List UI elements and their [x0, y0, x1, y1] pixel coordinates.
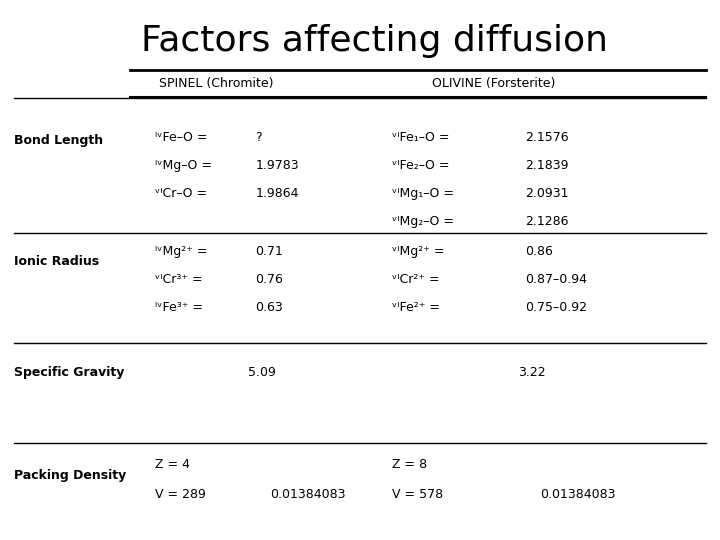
Text: ᴵᵛFe–O =: ᴵᵛFe–O =	[155, 131, 211, 144]
Text: 2.1286: 2.1286	[526, 215, 569, 228]
Text: 2.1839: 2.1839	[526, 159, 569, 172]
Text: 0.75–0.92: 0.75–0.92	[526, 301, 588, 314]
Text: 3.22: 3.22	[518, 366, 546, 379]
Text: ᵛᴵFe₂–O =: ᵛᴵFe₂–O =	[392, 159, 454, 172]
Text: Bond Length: Bond Length	[14, 134, 104, 147]
Text: 0.71: 0.71	[256, 245, 284, 258]
Text: 5.09: 5.09	[248, 366, 276, 379]
Text: V = 578: V = 578	[392, 488, 444, 501]
Text: ᵛᴵCr–O =: ᵛᴵCr–O =	[155, 187, 211, 200]
Text: Factors affecting diffusion: Factors affecting diffusion	[141, 24, 608, 58]
Text: ᵛᴵMg₂–O =: ᵛᴵMg₂–O =	[392, 215, 459, 228]
Text: ᴵᵛMg–O =: ᴵᵛMg–O =	[155, 159, 216, 172]
Text: OLIVINE (Forsterite): OLIVINE (Forsterite)	[431, 77, 555, 90]
Text: Z = 8: Z = 8	[392, 458, 428, 471]
Text: ᵛᴵCr²⁺ =: ᵛᴵCr²⁺ =	[392, 273, 444, 286]
Text: SPINEL (Chromite): SPINEL (Chromite)	[158, 77, 274, 90]
Text: 2.0931: 2.0931	[526, 187, 569, 200]
Text: 0.86: 0.86	[526, 245, 554, 258]
Text: ᵛᴵFe²⁺ =: ᵛᴵFe²⁺ =	[392, 301, 444, 314]
Text: ᴵᵛFe³⁺ =: ᴵᵛFe³⁺ =	[155, 301, 207, 314]
Text: 2.1576: 2.1576	[526, 131, 570, 144]
Text: Z = 4: Z = 4	[155, 458, 190, 471]
Text: Ionic Radius: Ionic Radius	[14, 255, 99, 268]
Text: ᵛᴵMg²⁺ =: ᵛᴵMg²⁺ =	[392, 245, 449, 258]
Text: ᴵᵛMg²⁺ =: ᴵᵛMg²⁺ =	[155, 245, 211, 258]
Text: 0.63: 0.63	[256, 301, 284, 314]
Text: ᵛᴵCr³⁺ =: ᵛᴵCr³⁺ =	[155, 273, 207, 286]
Text: Specific Gravity: Specific Gravity	[14, 366, 125, 379]
Text: ?: ?	[256, 131, 262, 144]
Text: 1.9864: 1.9864	[256, 187, 299, 200]
Text: 0.01384083: 0.01384083	[270, 488, 346, 501]
Text: V = 289: V = 289	[155, 488, 206, 501]
Text: 1.9783: 1.9783	[256, 159, 300, 172]
Text: 0.87–0.94: 0.87–0.94	[526, 273, 588, 286]
Text: ᵛᴵMg₁–O =: ᵛᴵMg₁–O =	[392, 187, 459, 200]
Text: ᵛᴵFe₁–O =: ᵛᴵFe₁–O =	[392, 131, 454, 144]
Text: 0.01384083: 0.01384083	[540, 488, 616, 501]
Text: Packing Density: Packing Density	[14, 469, 127, 482]
Text: 0.76: 0.76	[256, 273, 284, 286]
